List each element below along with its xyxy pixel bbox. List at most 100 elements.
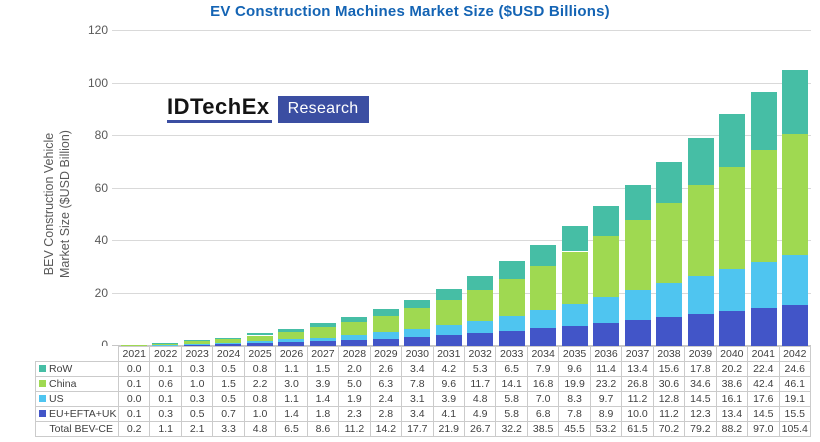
value-cell: 14.2 (369, 421, 403, 437)
year-header-cell: 2029 (369, 346, 403, 362)
value-cell: 15.6 (652, 361, 686, 377)
value-cell: 2.8 (369, 406, 403, 422)
bar-segment (372, 332, 399, 339)
value-cell: 8.6 (306, 421, 340, 437)
value-cell: 2.3 (338, 406, 371, 422)
year-header-cell: 2024 (212, 346, 245, 362)
chart-title: EV Construction Machines Market Size ($U… (210, 3, 610, 20)
bar-segment (341, 339, 368, 346)
bar-segment (341, 321, 368, 335)
y-axis-title-line2: Market Size ($USD Billion) (58, 130, 73, 278)
value-cell: 38.5 (526, 421, 560, 437)
value-cell: 0.3 (149, 406, 182, 422)
bar-segment (530, 244, 557, 266)
value-cell: 17.7 (401, 421, 434, 437)
year-header-cell: 2025 (243, 346, 277, 362)
bar-segment (341, 334, 368, 340)
year-header-cell: 2032 (463, 346, 497, 362)
year-header-cell: 2036 (589, 346, 623, 362)
value-cell: 0.2 (117, 421, 151, 437)
value-cell: 7.8 (401, 376, 434, 392)
bar-segment (404, 299, 431, 309)
bar-segment (687, 313, 714, 346)
value-cell: 46.1 (778, 376, 812, 392)
bar-segment (467, 275, 494, 290)
value-cell: 3.1 (401, 391, 434, 407)
value-cell: 15.5 (778, 406, 812, 422)
value-cell: 0.1 (117, 376, 151, 392)
bar-segment (467, 333, 494, 346)
legend-marker-icon (39, 364, 46, 372)
bar-segment (278, 339, 305, 343)
value-cell: 0.0 (117, 361, 151, 377)
value-cell: 34.6 (684, 376, 717, 392)
year-header-cell: 2026 (275, 346, 308, 362)
value-cell: 3.0 (275, 376, 308, 392)
value-cell: 0.5 (180, 406, 214, 422)
bar-segment (687, 275, 714, 314)
bar-segment (246, 333, 273, 336)
bar-segment (530, 265, 557, 310)
bar-segment (215, 338, 242, 343)
bar-segment (309, 341, 336, 346)
value-cell: 1.4 (275, 406, 308, 422)
bar-segment (624, 220, 651, 291)
value-cell: 6.8 (526, 406, 560, 422)
value-cell: 0.7 (212, 406, 245, 422)
value-cell: 61.5 (621, 421, 654, 437)
value-cell: 26.7 (463, 421, 497, 437)
value-cell: 19.9 (558, 376, 591, 392)
bar-segment (561, 226, 588, 252)
bar-segment (750, 307, 777, 346)
bar-segment (498, 330, 525, 346)
value-cell: 13.4 (715, 406, 749, 422)
legend-marker-icon (39, 409, 46, 417)
value-cell: 9.6 (432, 376, 465, 392)
y-axis-tick-label: 120 (87, 23, 108, 37)
value-cell: 3.4 (401, 361, 434, 377)
data-table: 2021 2022 2023 2024 2025 2026 2027 2028 2029 2030… (35, 346, 812, 437)
bar-segment (372, 338, 399, 346)
table-row: EU+EFTA+UK 0.1 0.3 0.5 0.7 1.0 1.4 1.8 2.3 2.8 3.4… (35, 406, 812, 422)
row-label: RoW (35, 361, 119, 377)
bar-segment (309, 323, 336, 328)
legend-marker-icon (39, 379, 46, 387)
bar-segment (719, 167, 746, 269)
value-cell: 3.3 (212, 421, 245, 437)
row-label: US (35, 391, 119, 407)
bar-segment (404, 328, 431, 338)
bar-segment (687, 184, 714, 276)
year-header-cell: 2021 (117, 346, 151, 362)
value-cell: 0.6 (149, 376, 182, 392)
value-cell: 11.2 (652, 406, 686, 422)
value-cell: 11.2 (338, 421, 371, 437)
value-cell: 2.6 (369, 361, 403, 377)
value-cell: 11.2 (621, 391, 654, 407)
year-header-cell: 2042 (778, 346, 812, 362)
year-header-cell: 2033 (495, 346, 528, 362)
bar-segment (404, 337, 431, 346)
year-header-cell: 2028 (338, 346, 371, 362)
bar-segment (435, 288, 462, 300)
year-header-cell: 2041 (747, 346, 780, 362)
bar-segment (498, 261, 525, 279)
idtechex-logo: IDTechEx Research (167, 95, 369, 124)
value-cell: 1.1 (275, 361, 308, 377)
value-cell: 1.4 (306, 391, 340, 407)
year-header-cell: 2038 (652, 346, 686, 362)
value-cell: 0.1 (117, 406, 151, 422)
bar-segment (530, 309, 557, 329)
value-cell: 1.0 (180, 376, 214, 392)
y-axis-tick-label: 0 (101, 338, 108, 352)
y-axis-tick-label: 60 (94, 180, 108, 195)
value-cell: 42.4 (747, 376, 780, 392)
value-cell: 3.9 (432, 391, 465, 407)
value-cell: 21.9 (432, 421, 465, 437)
value-cell: 14.5 (684, 391, 717, 407)
value-cell: 14.1 (495, 376, 528, 392)
value-cell: 97.0 (747, 421, 780, 437)
bar-segment (498, 278, 525, 316)
value-cell: 0.5 (212, 391, 245, 407)
value-cell: 12.3 (684, 406, 717, 422)
bar-segment (467, 320, 494, 334)
